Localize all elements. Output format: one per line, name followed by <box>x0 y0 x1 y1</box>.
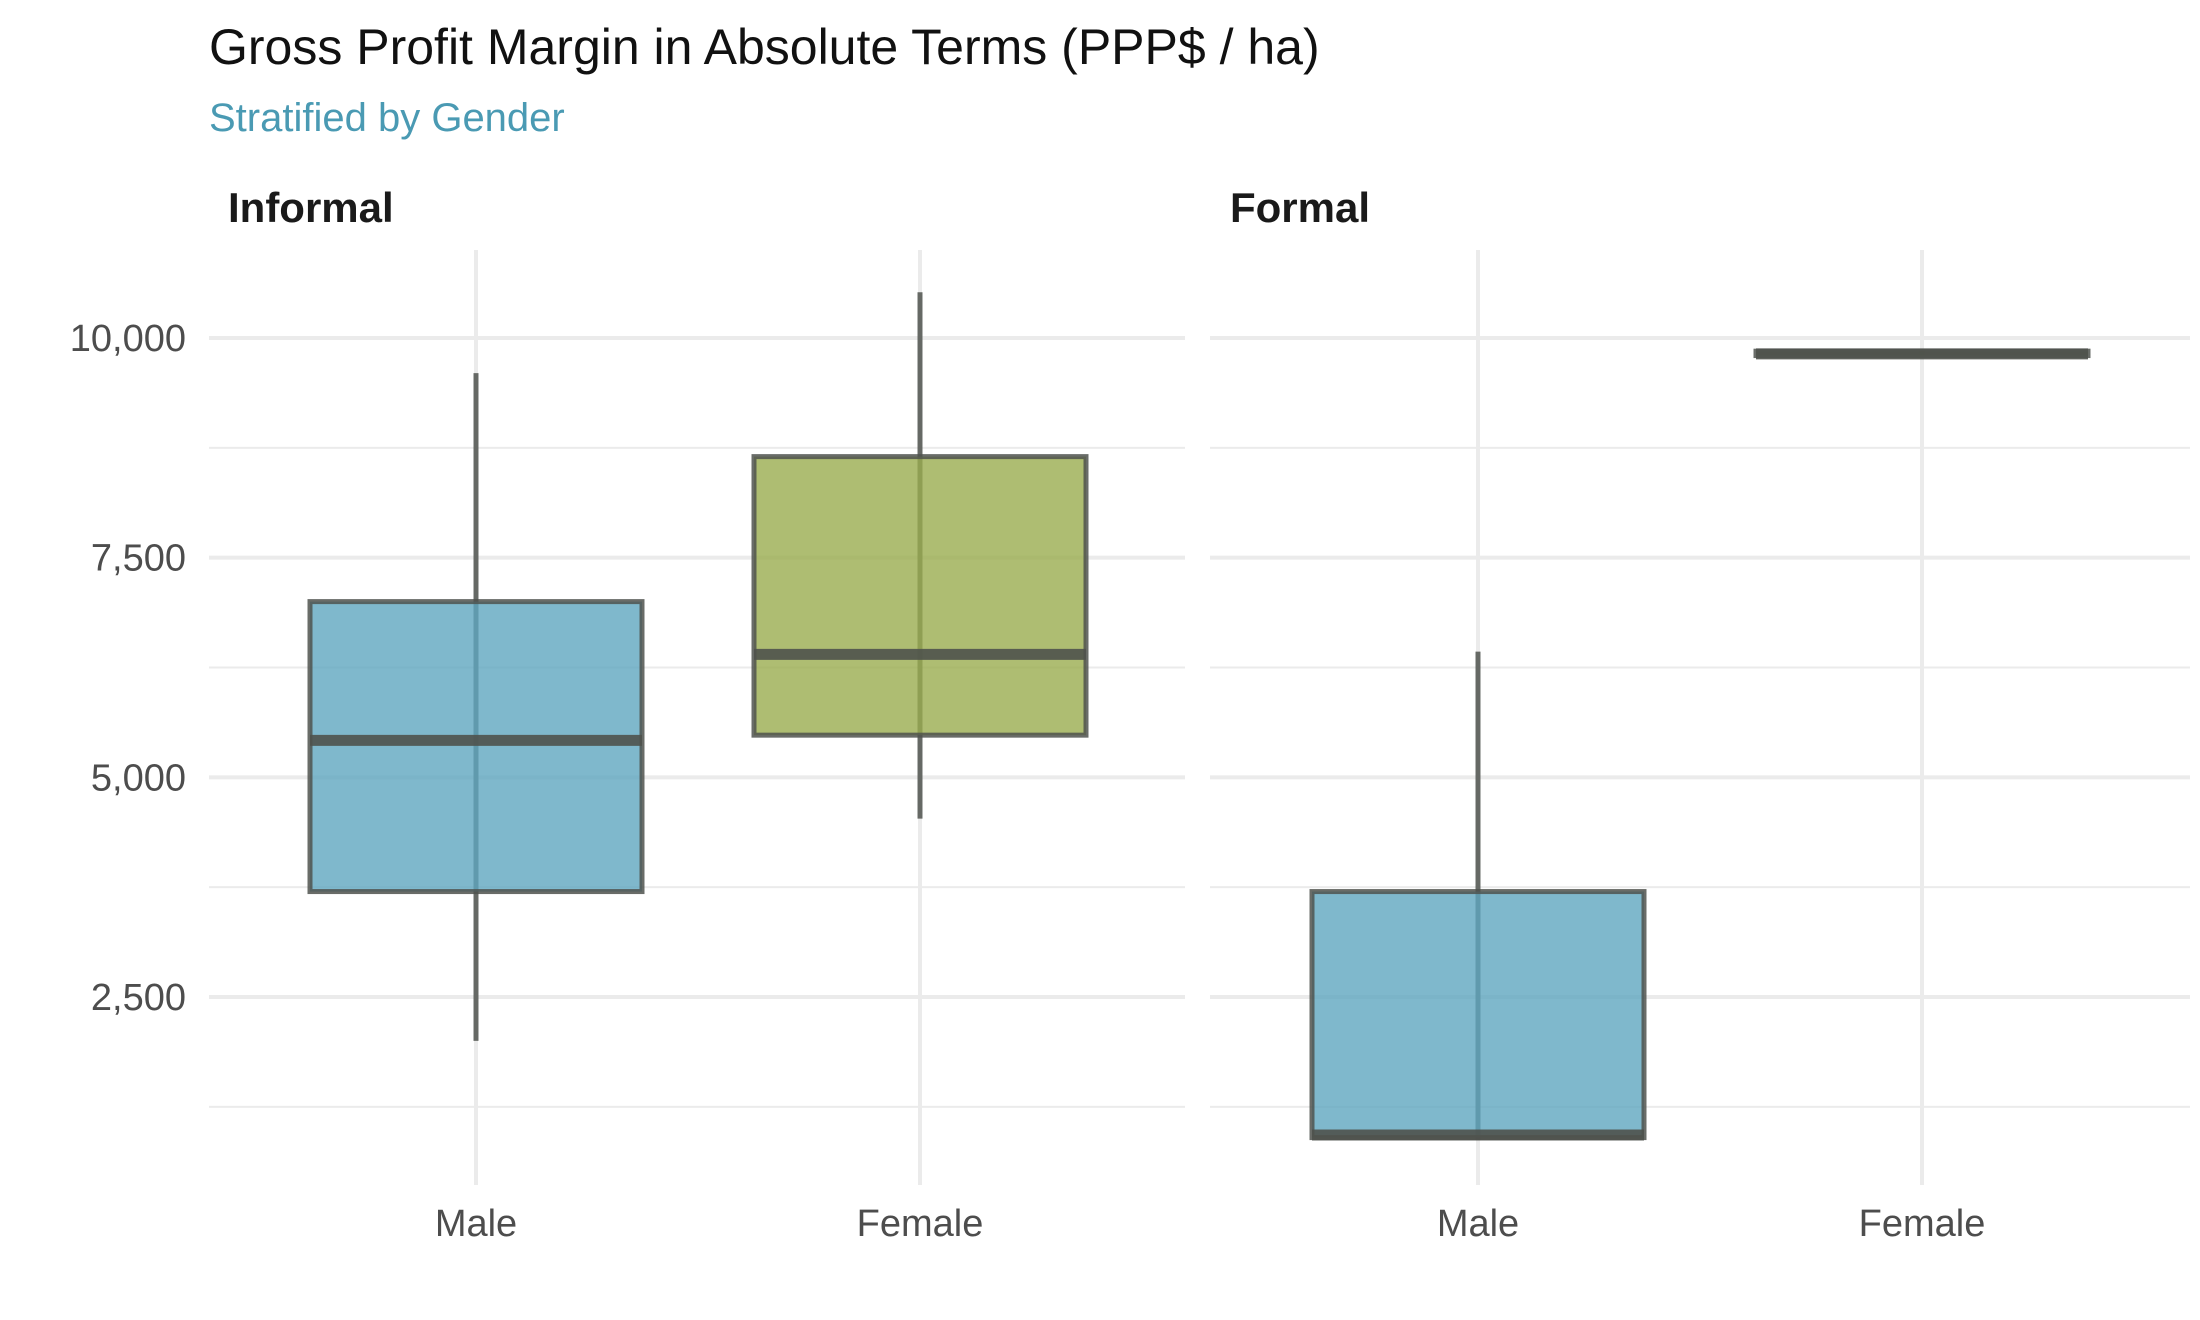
y-tick-label: 10,000 <box>70 318 186 360</box>
y-tick-label: 2,500 <box>91 977 186 1019</box>
panel-label: Formal <box>1230 184 1370 231</box>
chart-subtitle: Stratified by Gender <box>209 96 565 140</box>
y-tick-label: 7,500 <box>91 538 186 580</box>
chart-title: Gross Profit Margin in Absolute Terms (P… <box>209 19 1320 75</box>
x-tick-label: Female <box>857 1203 984 1245</box>
x-tick-label: Male <box>435 1203 517 1245</box>
x-tick-label: Female <box>1859 1203 1986 1245</box>
y-tick-label: 5,000 <box>91 757 186 799</box>
panel-label: Informal <box>228 184 394 231</box>
box-female <box>751 454 1089 738</box>
box-male <box>1309 889 1647 1141</box>
x-tick-label: Male <box>1437 1203 1519 1245</box>
box-male <box>307 599 645 895</box>
